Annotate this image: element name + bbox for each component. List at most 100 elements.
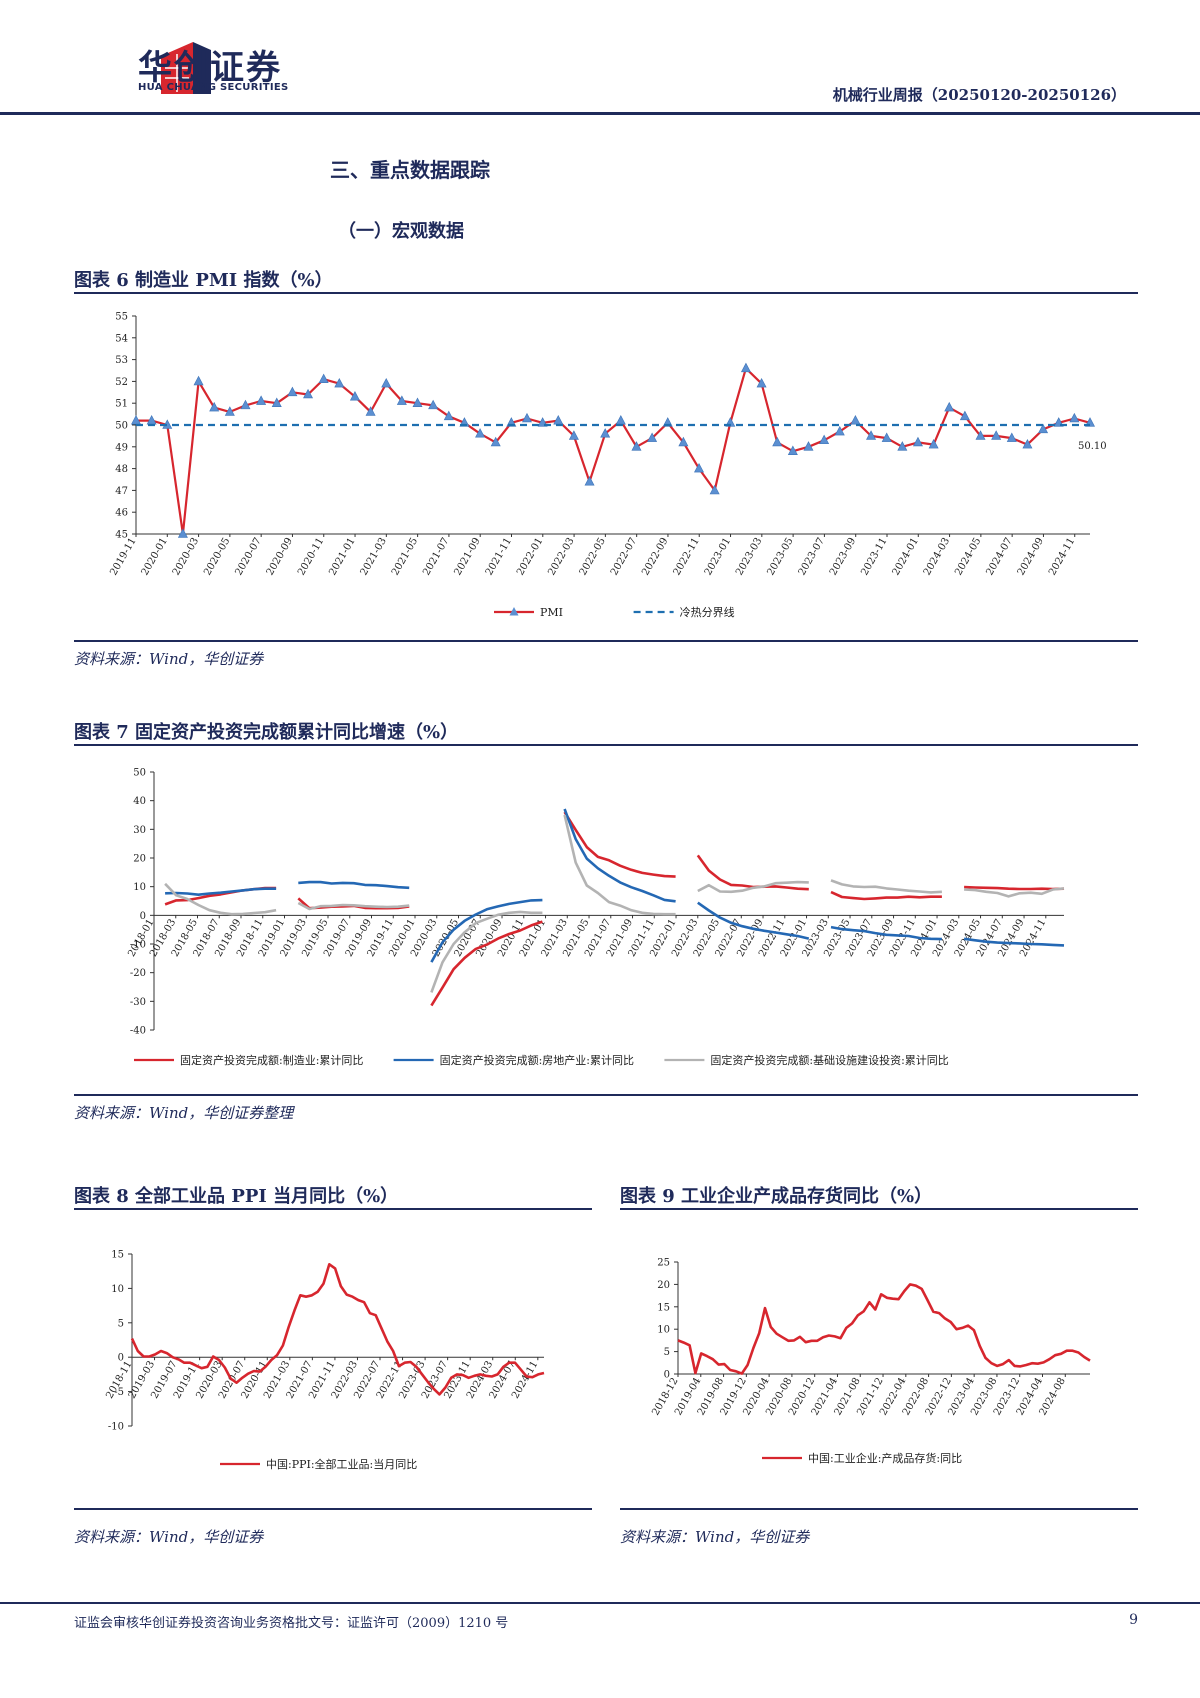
fig9-source: 资料来源：Wind，华创证券 xyxy=(620,1528,810,1546)
series-point xyxy=(490,436,501,447)
legend-label: 冷热分界线 xyxy=(680,605,735,619)
x-tick-label: 2022-01 xyxy=(515,536,545,577)
y-tick-label: 0 xyxy=(664,1370,670,1381)
y-tick-label: 53 xyxy=(115,355,128,366)
y-tick-label: 40 xyxy=(133,796,146,807)
fig9-top-rule xyxy=(620,1208,1138,1210)
series-1-line xyxy=(165,808,1065,963)
legend-label: 固定资产投资完成额:房地产业:累计同比 xyxy=(440,1053,634,1067)
x-tick-label: 2020-09 xyxy=(265,536,295,577)
x-tick-label: 2023-09 xyxy=(828,536,858,577)
x-tick-label: 2023-07 xyxy=(797,536,827,577)
series-point xyxy=(256,395,267,405)
y-tick-label: 20 xyxy=(133,854,146,865)
header-divider xyxy=(0,112,1200,115)
series-point xyxy=(209,401,220,412)
legend-item: 固定资产投资完成额:房地产业:累计同比 xyxy=(393,1053,634,1067)
footer-note: 证监会审核华创证券投资咨询业务资格批文号：证监许可（2009）1210 号 xyxy=(74,1616,509,1631)
series-point xyxy=(553,414,564,425)
series-point xyxy=(975,430,986,440)
series-point xyxy=(850,414,861,425)
page-number: 9 xyxy=(1129,1612,1138,1628)
x-tick-label: 2020-01 xyxy=(140,536,170,577)
legend-item: 冷热分界线 xyxy=(633,605,735,619)
series-point xyxy=(396,395,407,405)
y-tick-label: 52 xyxy=(115,377,128,388)
series-point xyxy=(193,375,204,386)
x-tick-label: 2023-01 xyxy=(703,536,733,577)
y-tick-label: 47 xyxy=(115,486,128,497)
series-0-line xyxy=(677,1283,1091,1375)
x-tick-label: 2021-01 xyxy=(327,536,357,577)
legend-label: PMI xyxy=(540,606,563,619)
x-tick-label: 2024-03 xyxy=(922,536,952,577)
series-point xyxy=(944,401,955,412)
company-name-cn: 华创证券 xyxy=(138,48,282,88)
series-point xyxy=(303,388,314,399)
legend-label: 固定资产投资完成额:基础设施建设投资:累计同比 xyxy=(710,1053,948,1067)
y-tick-label: 50 xyxy=(133,768,146,779)
fig7-source: 资料来源：Wind，华创证券整理 xyxy=(74,1104,294,1122)
series-2-line xyxy=(164,814,1065,993)
y-tick-label: 30 xyxy=(133,825,146,836)
x-tick-label: 2024-01 xyxy=(891,536,921,577)
series-point xyxy=(412,397,423,407)
x-tick-label: 2023-03 xyxy=(734,536,764,577)
legend-label: 中国:工业企业:产成品存货:同比 xyxy=(808,1451,962,1465)
series-point xyxy=(678,436,689,447)
y-tick-label: -5 xyxy=(114,1387,124,1398)
series-point xyxy=(1038,423,1049,434)
series-point xyxy=(631,441,642,451)
y-tick-label: 10 xyxy=(111,1284,124,1295)
x-tick-label: 2021-05 xyxy=(390,536,420,577)
x-tick-label: 2024-09 xyxy=(1016,536,1046,577)
series-point xyxy=(959,410,970,421)
report-title: 机械行业周报（20250120-20250126） xyxy=(832,86,1126,104)
series-point xyxy=(475,428,486,438)
series-0-line xyxy=(164,811,1065,1007)
series-point xyxy=(834,425,845,436)
y-tick-label: 45 xyxy=(115,530,128,541)
series-0-line xyxy=(130,1263,545,1396)
legend-item: 中国:PPI:全部工业品:当月同比 xyxy=(220,1457,417,1471)
series-point xyxy=(1022,438,1033,449)
x-tick-label: 2019-11 xyxy=(108,536,138,577)
series-point xyxy=(694,462,705,473)
x-tick-label: 2022-05 xyxy=(578,536,608,577)
x-tick-label: 2020-05 xyxy=(202,536,232,577)
legend-item: 固定资产投资完成额:基础设施建设投资:累计同比 xyxy=(664,1053,949,1067)
series-point xyxy=(787,445,798,455)
series-point xyxy=(271,397,282,407)
series-point xyxy=(318,373,329,384)
legend-item: PMI xyxy=(494,606,563,619)
series-point xyxy=(177,528,188,538)
y-tick-label: -20 xyxy=(130,968,146,979)
series-point xyxy=(365,406,376,416)
legend-label: 中国:PPI:全部工业品:当月同比 xyxy=(266,1457,417,1471)
y-tick-label: 49 xyxy=(115,442,128,453)
series-point xyxy=(647,432,658,442)
series-point xyxy=(991,430,1002,440)
x-tick-label: 2022-07 xyxy=(609,536,639,577)
series-point xyxy=(568,430,579,440)
footer-divider xyxy=(0,1602,1200,1604)
y-tick-label: 46 xyxy=(115,508,128,519)
x-tick-label: 2022-11 xyxy=(672,536,702,577)
series-point xyxy=(240,399,251,410)
series-point xyxy=(866,430,877,440)
series-point xyxy=(615,414,626,425)
y-tick-label: 15 xyxy=(111,1250,124,1261)
y-tick-label: 0 xyxy=(140,911,146,922)
series-point xyxy=(600,428,611,438)
y-tick-label: 15 xyxy=(657,1302,670,1313)
legend-label: 固定资产投资完成额:制造业:累计同比 xyxy=(180,1053,363,1067)
series-point xyxy=(740,362,751,373)
y-tick-label: 55 xyxy=(115,312,128,323)
y-tick-label: 0 xyxy=(118,1353,124,1364)
legend-item: 中国:工业企业:产成品存货:同比 xyxy=(762,1451,962,1465)
x-tick-label: 2020-03 xyxy=(171,536,201,577)
company-name-en: HUA CHUANG SECURITIES xyxy=(138,82,289,93)
y-tick-label: 54 xyxy=(115,333,128,344)
y-tick-label: -30 xyxy=(130,997,146,1008)
last-value-label: 50.10 xyxy=(1078,441,1107,452)
